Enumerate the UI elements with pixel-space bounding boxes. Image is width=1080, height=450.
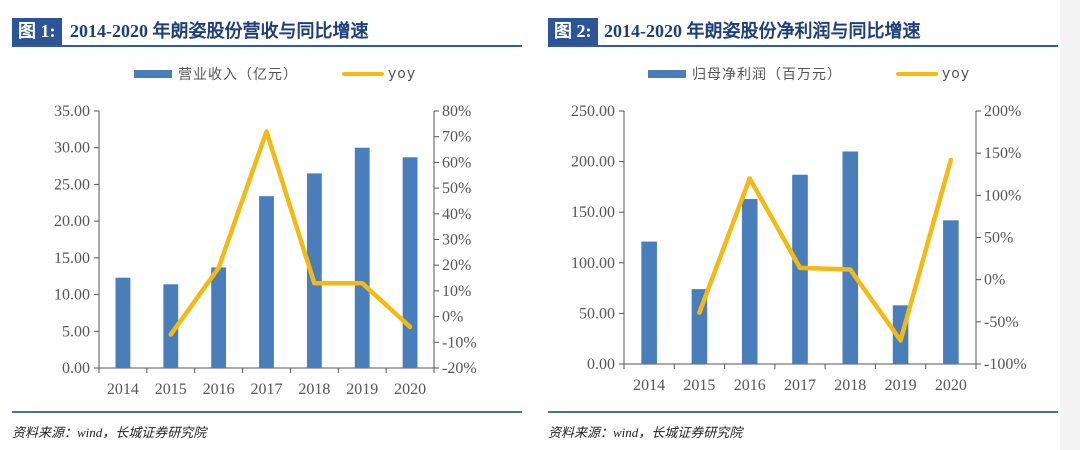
- right-axis-tick-label: 200%: [984, 103, 1021, 120]
- right-axis-tick-label: 60%: [442, 154, 471, 171]
- bar-2019: [354, 147, 370, 368]
- figure-title: 2014-2020 年朗姿股份营收与同比增速: [70, 21, 369, 41]
- x-axis-tick-label: 2018: [298, 381, 330, 395]
- right-axis-tick-label: 0%: [984, 272, 1005, 289]
- right-axis-tick-label: 50%: [984, 230, 1013, 247]
- left-axis-tick-label: 20.00: [54, 213, 90, 230]
- footer-divider: [548, 411, 1058, 413]
- left-axis-tick-label: 0.00: [587, 356, 615, 373]
- right-axis-tick-label: 40%: [442, 206, 471, 223]
- bar-2020: [943, 220, 959, 364]
- bar-2015: [163, 284, 179, 368]
- left-axis-tick-label: 35.00: [54, 103, 90, 120]
- legend-line-swatch: [896, 72, 938, 76]
- right-axis-tick-label: -100%: [984, 356, 1027, 373]
- source-note: 资料来源：wind，长城证券研究院: [548, 425, 743, 440]
- bar-2018: [842, 151, 859, 364]
- legend-line-label: yoy: [388, 66, 417, 82]
- x-axis-tick-label: 2016: [203, 381, 235, 395]
- chart-legend: 归母净利润（百万元） yoy: [548, 64, 1068, 84]
- bar-2020: [402, 157, 418, 368]
- x-axis-tick-label: 2015: [155, 381, 187, 395]
- bar-2014: [641, 241, 657, 364]
- legend-bar-swatch: [134, 70, 172, 78]
- legend-bar-swatch: [648, 70, 686, 78]
- legend-item-bar: 归母净利润（百万元）: [648, 64, 842, 84]
- x-axis-tick-label: 2014: [633, 377, 665, 394]
- x-axis-tick-label: 2019: [346, 381, 378, 395]
- figure-1: 图 1: 2014-2020 年朗姿股份营收与同比增速 营业收入（亿元） yoy…: [12, 0, 532, 450]
- x-axis-tick-label: 2019: [885, 377, 917, 394]
- bar-2017: [259, 196, 274, 368]
- figure-label: 图 1:: [12, 18, 62, 45]
- figure-title-row: 图 2: 2014-2020 年朗姿股份净利润与同比增速: [548, 18, 1058, 47]
- right-axis-tick-label: 0%: [442, 309, 463, 326]
- figure-label: 图 2:: [548, 18, 598, 45]
- left-axis-tick-label: 100.00: [571, 255, 615, 272]
- right-axis-tick-label: 80%: [442, 103, 471, 120]
- right-axis-tick-label: 70%: [442, 129, 471, 146]
- footer-divider: [12, 411, 522, 413]
- right-axis-tick-label: -10%: [442, 334, 477, 351]
- right-axis-tick-label: 10%: [442, 283, 471, 300]
- yoy-line: [697, 157, 954, 343]
- legend-item-line: yoy: [896, 64, 970, 84]
- x-axis-tick-label: 2017: [784, 377, 816, 394]
- bar-2016: [741, 199, 758, 364]
- x-axis-tick-label: 2020: [935, 377, 967, 394]
- legend-item-line: yoy: [342, 64, 416, 84]
- left-axis-tick-label: 150.00: [571, 204, 615, 221]
- right-axis-tick-label: -50%: [984, 314, 1019, 331]
- left-axis-tick-label: 30.00: [54, 140, 90, 157]
- bar-2014: [115, 277, 131, 368]
- page-edge: [1060, 0, 1080, 450]
- left-axis-tick-label: 5.00: [62, 323, 90, 340]
- left-axis-tick-label: 250.00: [571, 103, 615, 120]
- right-axis-tick-label: 20%: [442, 257, 471, 274]
- x-axis-tick-label: 2015: [683, 377, 715, 394]
- x-axis-tick-label: 2016: [734, 377, 766, 394]
- figure-2: 图 2: 2014-2020 年朗姿股份净利润与同比增速 归母净利润（百万元） …: [548, 0, 1068, 450]
- chart-net-profit: 0.00 50.00 100.00 150.00 200.00 250.00 -100% -5…: [571, 103, 1027, 394]
- legend-item-bar: 营业收入（亿元）: [134, 64, 298, 84]
- right-axis-tick-label: 150%: [984, 145, 1021, 162]
- legend-bar-label: 营业收入（亿元）: [178, 67, 298, 83]
- bar-2016: [211, 267, 227, 368]
- yoy-line: [168, 129, 413, 337]
- x-axis-tick-label: 2017: [251, 381, 283, 395]
- left-axis-tick-label: 25.00: [54, 176, 90, 193]
- left-axis-tick-label: 0.00: [62, 360, 90, 377]
- chart-legend: 营业收入（亿元） yoy: [12, 64, 532, 84]
- chart-revenue: 0.00 5.00 10.00 15.00 20.00 25.00 30.00 35.00 -2…: [54, 103, 477, 395]
- source-note: 资料来源：wind，长城证券研究院: [12, 425, 207, 440]
- figure-title: 2014-2020 年朗姿股份净利润与同比增速: [604, 21, 921, 41]
- right-axis-tick-label: 30%: [442, 232, 471, 249]
- right-axis-tick-label: 100%: [984, 187, 1021, 204]
- right-axis-tick-label: -20%: [442, 360, 477, 377]
- left-axis-tick-label: 50.00: [579, 305, 615, 322]
- legend-line-label: yoy: [942, 66, 971, 82]
- left-axis-tick-label: 10.00: [54, 287, 90, 304]
- x-axis-tick-label: 2014: [107, 381, 139, 395]
- x-axis-tick-label: 2018: [834, 377, 866, 394]
- right-axis-tick-label: 50%: [442, 180, 471, 197]
- left-axis-tick-label: 15.00: [54, 250, 90, 267]
- legend-bar-label: 归母净利润（百万元）: [692, 67, 842, 83]
- x-axis-tick-label: 2020: [394, 381, 426, 395]
- legend-line-swatch: [342, 72, 384, 76]
- bar-2018: [306, 173, 322, 368]
- figure-title-row: 图 1: 2014-2020 年朗姿股份营收与同比增速: [12, 18, 522, 47]
- left-axis-tick-label: 200.00: [571, 154, 615, 171]
